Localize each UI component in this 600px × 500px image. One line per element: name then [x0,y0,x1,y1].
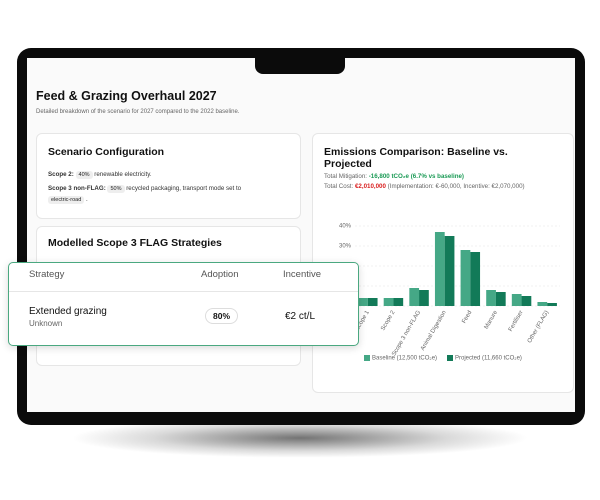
x-tick-label: Other (FLAG) [527,310,550,344]
column-header: Incentive [283,269,322,280]
legend-label: Baseline (12,500 tCO₂e) [372,356,437,362]
divider [9,291,358,292]
bar [383,298,394,306]
bar [444,236,455,306]
page-title: Feed & Grazing Overhaul 2027 [36,89,217,103]
adoption-pill: 80% [205,308,239,324]
badge: 50% [107,185,125,193]
scope3-line: Scope 3 non-FLAG: 50% recycled packaging… [48,183,293,205]
mitigation-line: Total Mitigation: -16,800 tCO₂e (6.7% vs… [324,171,564,182]
bar [460,250,471,306]
bar [486,290,496,306]
bar [419,290,429,306]
y-tick-label: 40% [339,224,352,230]
bar [367,298,378,306]
cost-line: Total Cost: €2,010,000 (Implementation: … [324,182,556,192]
x-tick-label: Fertiliser [508,310,525,333]
bar [495,292,506,306]
text: renewable electricity. [94,171,152,178]
x-tick-label: Manure [484,309,500,330]
badge: electric-road [48,196,85,204]
strategy-name: Extended grazing [29,306,107,317]
label: Scope 3 non-FLAG: [48,185,106,192]
value: €2,010,000 [354,183,386,190]
value: -16,800 tCO₂e (6.7% vs baseline) [368,173,464,180]
label: Total Mitigation: [324,173,367,180]
detail: (Implementation: €-60,000, Incentive: €2… [387,183,525,190]
x-tick-label: Scope 2 [380,309,397,332]
column-header: Adoption [201,269,239,280]
bar [358,298,368,306]
page-subtitle: Detailed breakdown of the scenario for 2… [36,109,240,115]
incentive: €2 ct/L [285,311,316,322]
x-tick-label: Scope 3 non-FLAG [391,310,422,358]
scope2-line: Scope 2: 40% renewable electricity. [48,169,152,180]
y-tick-label: 30% [339,244,352,250]
x-tick-label: Feed [461,310,473,325]
label: Total Cost: [324,183,354,190]
bar [470,252,481,306]
bar [537,302,548,306]
legend-swatch [364,355,370,361]
legend-swatch [447,355,453,361]
legend-label: Projected (11,660 tCO₂e) [455,356,522,362]
strategy-status: Unknown [29,319,63,328]
bar [521,296,532,306]
bar [393,298,404,306]
strategy-table: Strategy Adoption Incentive Extended gra… [8,262,359,346]
notch [255,58,345,74]
bar [409,288,420,306]
bar [547,303,557,306]
text: . [86,196,88,203]
label: Scope 2: [48,171,74,178]
card-title: Modelled Scope 3 FLAG Strategies [48,237,222,249]
bar [511,294,522,306]
card-title: Scenario Configuration [48,146,165,158]
x-tick-label: Animal Digestion [420,310,448,352]
scenario-card: Scenario Configuration Scope 2: 40% rene… [36,133,301,219]
badge: 40% [75,171,93,179]
column-header: Strategy [29,269,65,280]
text: recycled packaging, transport mode set t… [126,185,242,192]
card-title: Emissions Comparison: Baseline vs. Proje… [324,146,508,170]
bar [434,232,445,306]
